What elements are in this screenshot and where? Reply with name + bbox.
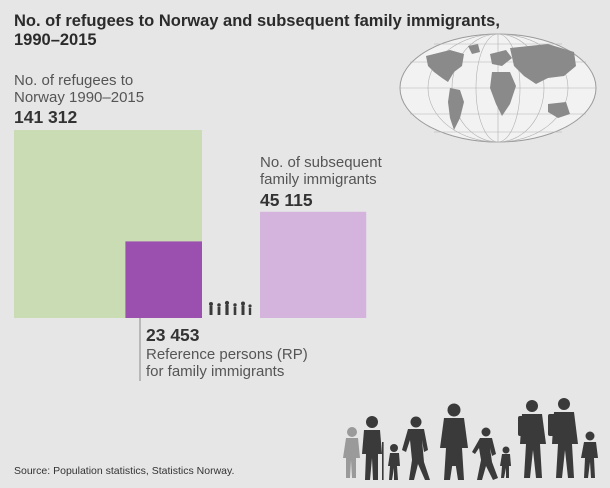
reference-persons-label-line1: Reference persons (RP) xyxy=(146,346,308,363)
refugees-label-line1: No. of refugees to xyxy=(14,72,134,89)
world-map-globe-icon xyxy=(399,33,597,143)
walking-family-silhouette-icon xyxy=(343,398,598,480)
small-people-group-icon xyxy=(209,300,252,315)
family-immigrants-value: 45 115 xyxy=(260,190,313,210)
family-immigrants-square xyxy=(260,211,367,318)
chart-title: No. of refugees to Norway and subsequent… xyxy=(14,12,500,49)
family-immigrants-label-line2: family immigrants xyxy=(260,171,377,188)
reference-persons-square xyxy=(125,241,202,318)
reference-persons-label-line2: for family immigrants xyxy=(146,363,285,380)
refugees-value: 141 312 xyxy=(14,107,78,127)
reference-persons-value: 23 453 xyxy=(146,325,200,345)
refugees-label-line2: Norway 1990–2015 xyxy=(14,89,145,106)
family-immigrants-label-line1: No. of subsequent xyxy=(260,154,382,171)
source-note: Source: Population statistics, Statistic… xyxy=(14,465,235,477)
